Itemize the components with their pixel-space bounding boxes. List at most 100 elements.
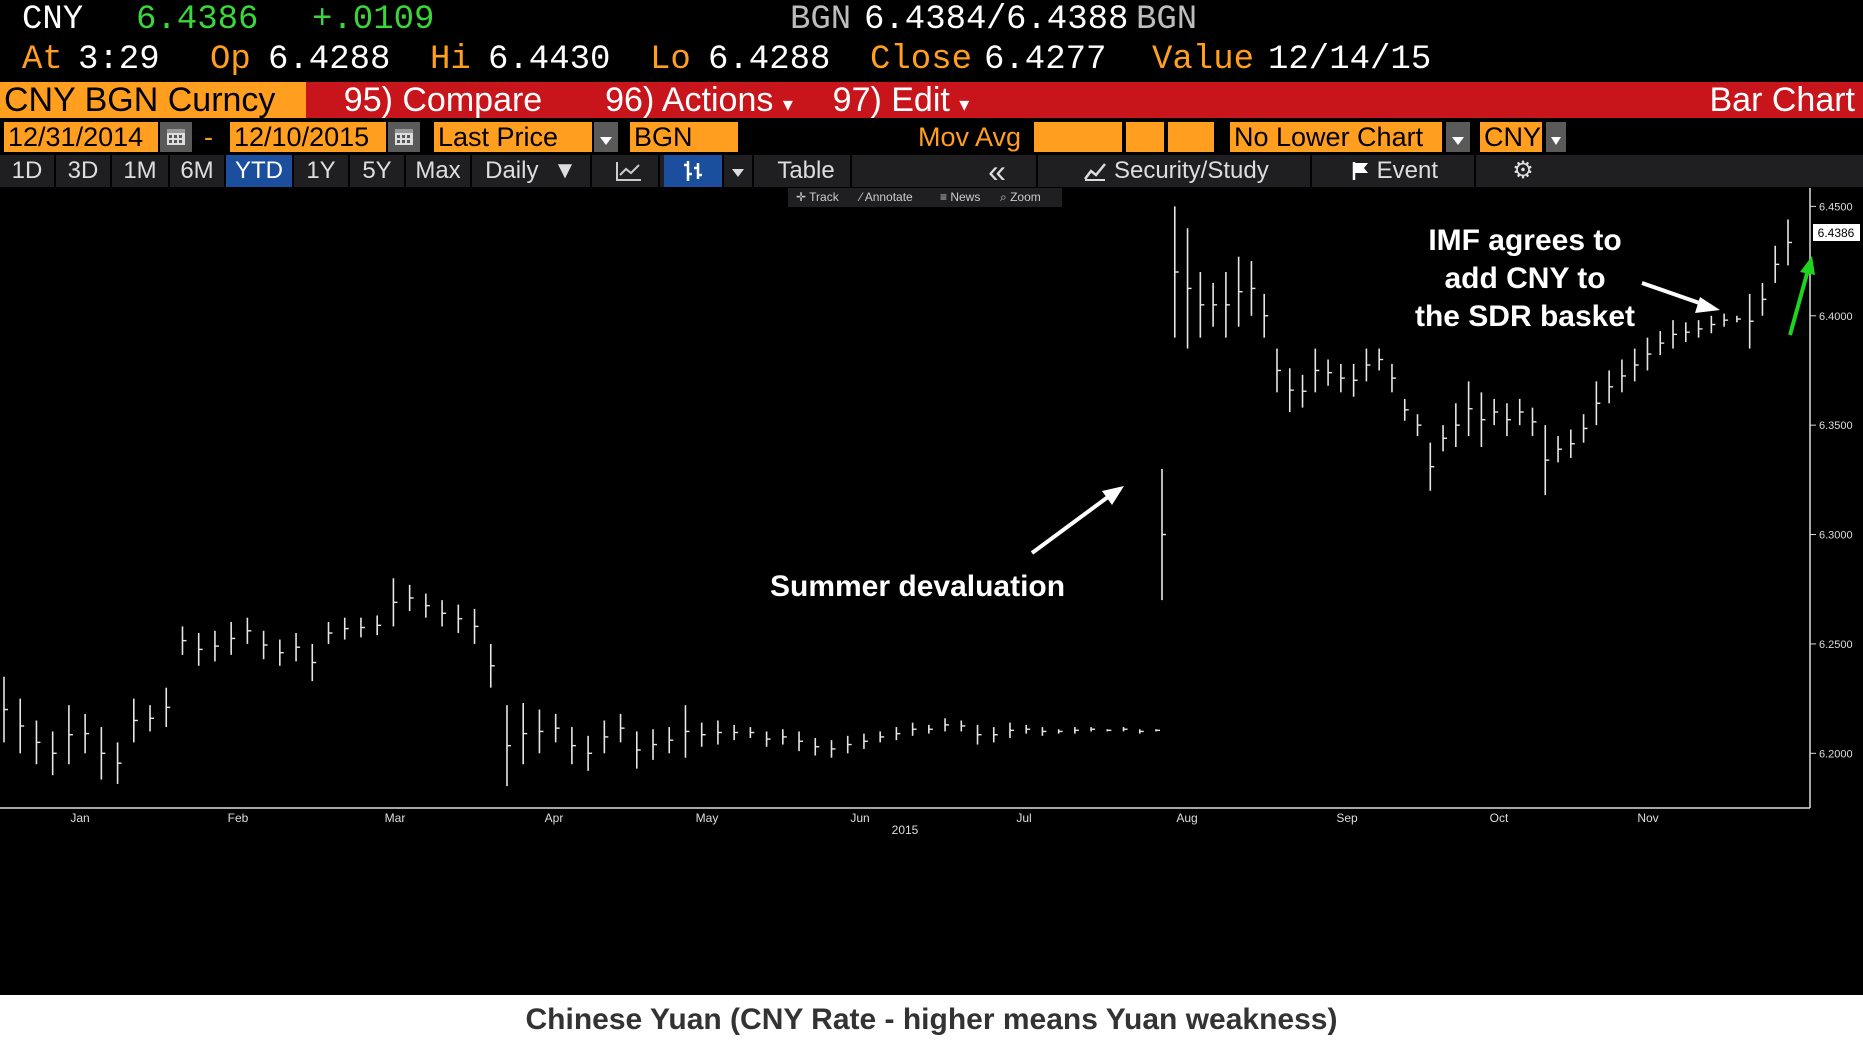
price-bars: [3, 206, 1792, 787]
start-date-field[interactable]: 12/31/2014: [4, 122, 158, 152]
annotate-tool[interactable]: ⁄ Annotate: [860, 190, 913, 204]
security-study-button[interactable]: Security/Study: [1042, 155, 1312, 187]
period-button-3d[interactable]: 3D: [56, 155, 112, 187]
compare-button[interactable]: 95) Compare: [343, 81, 543, 119]
x-tick-label: Jun: [850, 811, 869, 825]
period-button-5y[interactable]: 5Y: [350, 155, 406, 187]
imf-arrow-icon: [1641, 281, 1720, 313]
net-change: +.0109: [312, 1, 435, 39]
year-label: 2015: [892, 823, 919, 837]
actions-label: 96) Actions: [605, 81, 774, 119]
table-button[interactable]: Table: [762, 155, 852, 187]
quote-time: 3:29: [78, 41, 160, 79]
chart-caption: Chinese Yuan (CNY Rate - higher means Yu…: [525, 1003, 1338, 1036]
x-tick-label: Apr: [545, 811, 564, 825]
chart-subtools: ✛ Track ⁄ Annotate ≡ News ⌕ Zoom: [788, 188, 1062, 207]
y-tick-label: 6.3000: [1819, 530, 1853, 542]
x-tick-label: May: [696, 811, 719, 825]
open-label: Op: [210, 41, 251, 79]
date-range-dash: -: [204, 122, 213, 152]
price-chart[interactable]: 6.2000 6.2500 6.3000 6.3500 6.4000 6.4500 Jan…: [0, 188, 1863, 995]
at-label: At: [22, 41, 63, 79]
y-axis-ticks: 6.2000 6.2500 6.3000 6.3500 6.4000 6.4500: [1810, 201, 1853, 760]
period-button-6m[interactable]: 6M: [170, 155, 226, 187]
y-tick-label: 6.3500: [1819, 420, 1853, 432]
news-label: News: [950, 190, 981, 204]
close-value: 6.4277: [984, 41, 1107, 79]
frequency-select[interactable]: Daily ▼: [472, 155, 592, 187]
function-menu-bar: CNY BGN Curncy 95) Compare 96) Actions ▾…: [0, 82, 1863, 118]
x-tick-label: Aug: [1176, 811, 1197, 825]
imf-annotation: IMF agrees to add CNY to the SDR basket: [1380, 222, 1670, 336]
y-tick-label: 6.2000: [1819, 748, 1853, 760]
period-button-ytd[interactable]: YTD: [226, 155, 294, 187]
last-price-label: 6.4386: [1818, 226, 1855, 240]
edit-button[interactable]: 97) Edit ▾: [822, 82, 980, 118]
ticker: CNY: [22, 1, 84, 39]
lower-chart-select[interactable]: No Lower Chart: [1230, 122, 1442, 152]
field-select[interactable]: Last Price: [434, 122, 592, 152]
last-price-tag: 6.4386: [1813, 224, 1860, 241]
imf-annotation-line-3: the SDR basket: [1414, 300, 1636, 333]
end-date-field[interactable]: 12/10/2015: [230, 122, 386, 152]
devaluation-arrow-icon: [1030, 486, 1124, 555]
bar-chart-svg: 6.2000 6.2500 6.3000 6.3500 6.4000 6.4500 Jan…: [0, 188, 1860, 837]
lower-chart-dropdown-icon[interactable]: [1446, 122, 1470, 152]
zoom-tool[interactable]: ⌕ Zoom: [1000, 190, 1041, 204]
ask-price: 6.4388: [1006, 1, 1129, 39]
x-axis-ticks: Jan Feb Mar Apr May Jun Jul Aug Sep Oct Nov: [70, 811, 1658, 825]
settings-gear-icon[interactable]: ⚙: [1512, 157, 1534, 184]
period-button-1d[interactable]: 1D: [0, 155, 56, 187]
track-label: Track: [809, 190, 839, 204]
imf-annotation-line-2: add CNY to: [1444, 262, 1606, 295]
mov-avg-field-2[interactable]: [1126, 122, 1164, 152]
value-label: Value: [1152, 41, 1255, 79]
collapse-icon[interactable]: «: [958, 155, 1038, 187]
source-field[interactable]: BGN: [630, 122, 738, 152]
bloomberg-terminal: CNY 6.4386 +.0109 BGN 6.4384 / 6.4388 BG…: [0, 0, 1863, 995]
field-dropdown-icon[interactable]: [594, 122, 618, 152]
currency-dropdown-icon[interactable]: [1546, 122, 1566, 152]
imf-annotation-line-1: IMF agrees to: [1428, 224, 1622, 257]
actions-chevron-icon: ▾: [782, 94, 793, 116]
x-tick-label: Feb: [228, 811, 249, 825]
start-calendar-icon[interactable]: [160, 122, 192, 152]
y-tick-label: 6.4000: [1819, 311, 1853, 323]
mov-avg-label: Mov Avg: [918, 122, 1022, 152]
event-button[interactable]: Event: [1316, 155, 1476, 187]
frequency-arrow-icon: ▼: [553, 157, 577, 184]
track-tool[interactable]: ✛ Track: [796, 190, 839, 204]
green-arrow-icon: [1788, 256, 1815, 336]
quote-header: CNY 6.4386 +.0109 BGN 6.4384 / 6.4388 BG…: [0, 0, 1863, 40]
chart-toolbar: 1D 3D 1M 6M YTD 1Y 5Y Max Daily ▼ Table « Secur…: [0, 155, 1863, 187]
edit-chevron-icon: ▾: [959, 94, 970, 116]
event-label: Event: [1376, 157, 1439, 184]
line-chart-icon[interactable]: [600, 155, 660, 187]
annotate-label: Annotate: [864, 190, 913, 204]
end-calendar-icon[interactable]: [388, 122, 420, 152]
y-tick-label: 6.4500: [1819, 201, 1853, 213]
chart-style-dropdown-icon[interactable]: [724, 155, 754, 187]
frequency-label: Daily: [485, 157, 539, 184]
period-button-1y[interactable]: 1Y: [294, 155, 350, 187]
x-tick-label: Nov: [1637, 811, 1658, 825]
zoom-label: Zoom: [1010, 190, 1041, 204]
ask-source: BGN: [1136, 1, 1198, 39]
mov-avg-field-1[interactable]: [1034, 122, 1122, 152]
currency-select[interactable]: CNY: [1480, 122, 1542, 152]
period-button-max[interactable]: Max: [406, 155, 472, 187]
low-label: Lo: [650, 41, 691, 79]
value-date: 12/14/15: [1268, 41, 1432, 79]
security-tab[interactable]: CNY BGN Curncy: [0, 82, 306, 118]
news-tool[interactable]: ≡ News: [940, 190, 981, 204]
mov-avg-field-3[interactable]: [1168, 122, 1214, 152]
actions-button[interactable]: 96) Actions ▾: [580, 82, 818, 118]
x-tick-label: Mar: [385, 811, 406, 825]
chart-params-bar: 12/31/2014 - 12/10/2015 Last Price BGN M…: [0, 122, 1863, 152]
period-button-1m[interactable]: 1M: [112, 155, 170, 187]
bar-chart-icon[interactable]: [664, 155, 724, 187]
x-tick-label: Oct: [1490, 811, 1509, 825]
close-label: Close: [870, 41, 973, 79]
y-tick-label: 6.2500: [1819, 639, 1853, 651]
quote-stats: At 3:29 Op 6.4288 Hi 6.4430 Lo 6.4288 Cl…: [0, 40, 1863, 80]
